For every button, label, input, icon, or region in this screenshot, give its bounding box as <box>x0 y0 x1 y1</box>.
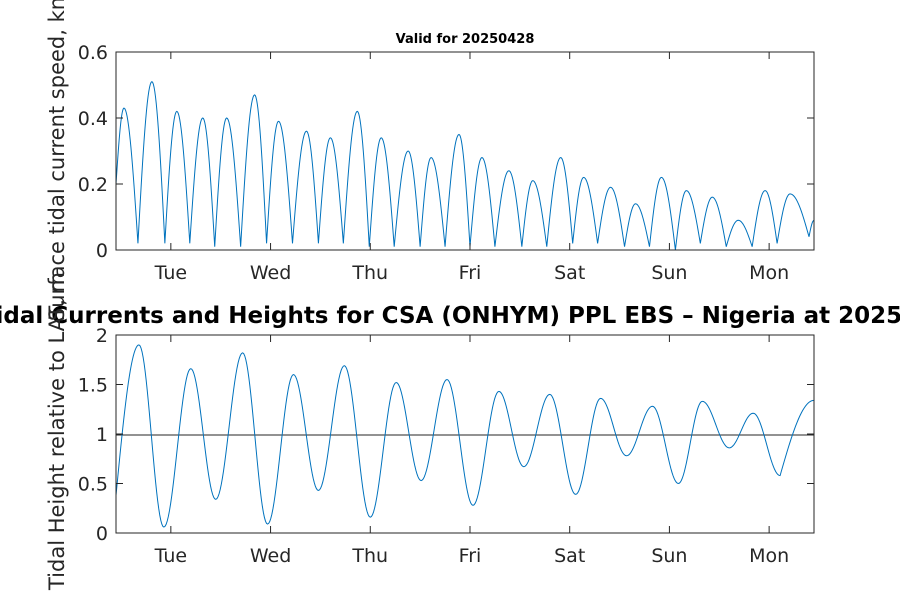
y-tick-label: 1.5 <box>78 375 108 397</box>
y-tick-label: 0.6 <box>78 42 108 64</box>
y-tick-label: 1 <box>96 424 108 446</box>
tidal-height-ylabel: Tidal Height relative to LAT, m <box>45 272 69 591</box>
y-tick-label: 0 <box>96 240 108 262</box>
x-tick-label: Sat <box>554 262 585 284</box>
x-tick-label: Thu <box>351 545 388 567</box>
y-tick-label: 0 <box>96 523 108 545</box>
tidal-height-ticks: 0 0.5 1 1.5 2 Tue Wed Thu Fri Sat Sun Mon <box>78 325 814 567</box>
x-tick-label: Mon <box>749 545 789 567</box>
current-speed-series-line <box>115 81 815 251</box>
current-speed-ylabel: Surface tidal current speed, knots <box>45 0 69 321</box>
x-tick-label: Sun <box>651 545 687 567</box>
x-tick-label: Wed <box>250 262 291 284</box>
current-speed-title: Valid for 20250428 <box>396 32 535 47</box>
y-tick-label: 0.2 <box>78 174 108 196</box>
x-tick-label: Mon <box>749 262 789 284</box>
figure-main-title: Tidal Currents and Heights for CSA (ONHY… <box>0 303 900 329</box>
x-tick-label: Fri <box>459 262 482 284</box>
current-speed-chart: 0 0.2 0.4 0.6 Tue Wed Thu Fri Sat Sun Mon Valid fo… <box>78 32 815 284</box>
x-tick-label: Tue <box>154 262 187 284</box>
current-speed-axes-box <box>115 51 815 251</box>
x-tick-label: Thu <box>351 262 388 284</box>
x-tick-label: Sun <box>651 262 687 284</box>
tidal-height-series-line <box>115 344 815 528</box>
x-tick-label: Wed <box>250 545 291 567</box>
y-tick-label: 2 <box>96 325 108 347</box>
current-speed-ticks: 0 0.2 0.4 0.6 Tue Wed Thu Fri Sat Sun Mon <box>78 42 814 284</box>
tidal-height-data-layer <box>115 344 815 528</box>
y-tick-label: 0.4 <box>78 108 108 130</box>
tidal-height-chart: 0 0.5 1 1.5 2 Tue Wed Thu Fri Sat Sun Mon <box>78 325 815 567</box>
current-speed-data-layer <box>115 81 815 251</box>
x-tick-label: Sat <box>554 545 585 567</box>
y-tick-label: 0.5 <box>78 474 108 496</box>
x-tick-label: Tue <box>154 545 187 567</box>
x-tick-label: Fri <box>459 545 482 567</box>
tidal-height-axes-box <box>115 334 815 534</box>
